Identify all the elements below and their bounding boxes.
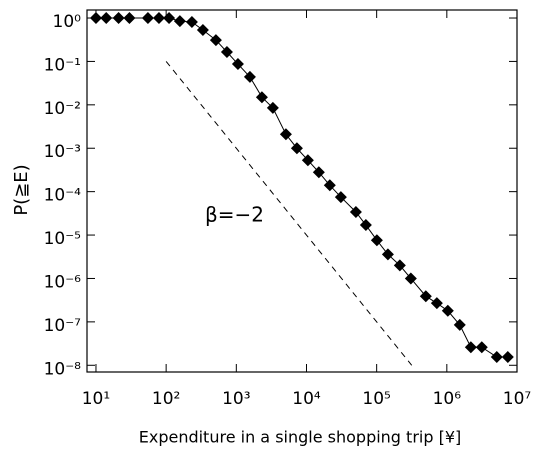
data-point [243, 70, 256, 83]
y-axis-label: P(≧E) [11, 164, 32, 215]
data-point [323, 179, 336, 192]
annotation: β=−2 [205, 203, 264, 227]
data-point [359, 219, 372, 232]
data-point [312, 166, 325, 179]
y-tick-label: 10⁻⁴ [44, 186, 82, 206]
data-point [430, 297, 443, 310]
data-point [381, 248, 394, 261]
data-point [334, 191, 347, 204]
data-point [196, 23, 209, 36]
data-point [89, 12, 102, 25]
y-tick-label: 10⁻¹ [44, 55, 81, 75]
data-point [163, 12, 176, 25]
x-tick-label: 10⁴ [292, 389, 321, 409]
x-tick-label: 10⁵ [362, 389, 390, 409]
y-tick-label: 10⁰ [53, 12, 82, 32]
plot-frame [86, 9, 518, 373]
x-tick-label: 10² [152, 389, 180, 409]
data-point [290, 142, 303, 155]
y-tick-label: 10⁻⁸ [44, 359, 82, 379]
data-point [185, 15, 198, 28]
data-point [301, 154, 314, 167]
data-point [231, 58, 244, 71]
x-tick-label: 10⁷ [503, 389, 532, 409]
data-point [100, 12, 113, 25]
y-tick-label: 10⁻² [44, 99, 81, 119]
data-point [419, 290, 432, 303]
data-point [220, 45, 233, 58]
data-point [370, 234, 383, 247]
data-point [393, 259, 406, 272]
y-tick-label: 10⁻⁶ [44, 272, 82, 292]
y-tick-label: 10⁻³ [44, 142, 81, 162]
x-tick-label: 10¹ [82, 389, 110, 409]
guide-line [165, 61, 413, 366]
data-point [453, 318, 466, 331]
series-line [95, 17, 508, 358]
data-point [123, 12, 136, 25]
y-tick-label: 10⁻⁵ [44, 229, 81, 249]
data-point [404, 272, 417, 285]
data-point [112, 12, 125, 25]
data-point [255, 91, 268, 104]
data-point [501, 351, 514, 364]
data-point [349, 205, 362, 218]
data-point [266, 101, 279, 114]
data-point [464, 341, 477, 354]
data-point [209, 34, 222, 47]
y-tick-label: 10⁻⁷ [44, 316, 82, 336]
data-point [475, 341, 488, 354]
data-point [173, 15, 186, 28]
x-axis-label: Expenditure in a single shopping trip [¥… [139, 428, 462, 447]
data-point [279, 128, 292, 141]
data-point [490, 351, 503, 364]
data-point [441, 304, 454, 317]
data-point [141, 12, 154, 25]
x-tick-label: 10⁶ [433, 389, 462, 409]
x-tick-label: 10³ [222, 389, 250, 409]
data-point [152, 12, 165, 25]
